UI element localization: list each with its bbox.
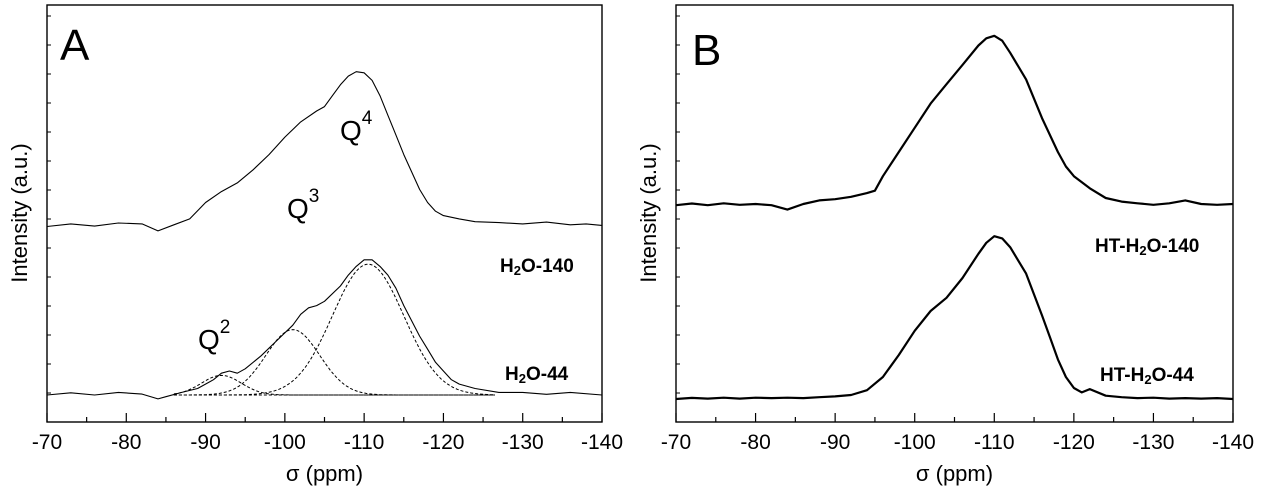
panel-b-x-axis-title: σ (ppm) [916,461,993,486]
panel-letter-a: A [60,21,90,70]
panel-a-y-axis-title: Intensity (a.u.) [7,143,32,282]
panel-a-ticks [46,15,603,422]
panel-letter-b: B [692,26,721,75]
x-tick-label: -110 [974,431,1014,454]
panel-a: -70 -80 -90 -100 -110 -120 -130 -140 A σ (ppm) … [7,4,623,486]
series-line [46,259,603,400]
x-tick-label: -130 [1132,431,1174,454]
x-tick-label: -130 [502,431,544,454]
x-tick-label: -90 [820,431,850,454]
q3-label: Q3 [287,186,319,224]
series-line [675,235,1234,401]
panel-b-curves [675,34,1234,401]
x-tick-label: -120 [422,431,464,454]
x-tick-label: -140 [581,431,623,454]
x-tick-label: -120 [1053,431,1095,454]
x-tick-label: -80 [111,431,141,454]
panel-a-x-axis-title: σ (ppm) [286,461,363,486]
x-tick-label: -140 [1212,431,1254,454]
panel-a-curves [46,71,603,400]
series-label-ht-h2o-140: HT-H2O-140 [1095,236,1199,258]
fit-component-q2 [173,374,495,396]
fit-component-q4 [173,263,496,396]
series-line [46,71,603,232]
panel-a-frame [46,4,603,423]
panel-b-y-axis-title: Intensity (a.u.) [636,143,661,282]
series-label-h2o-140: H2O-140 [500,256,574,278]
q2-label: Q2 [198,317,230,355]
x-tick-label: -90 [190,431,220,454]
x-tick-label: -80 [740,431,770,454]
panel-a-tick-labels: -70 -80 -90 -100 -110 -120 -130 -140 [32,431,623,454]
panel-b-tick-labels: -70 -80 -90 -100 -110 -120 -130 -140 [661,431,1254,454]
series-label-ht-h2o-44: HT-H2O-44 [1100,365,1194,387]
series-line [675,34,1234,211]
x-tick-label: -100 [894,431,936,454]
panel-b-ticks [675,15,1234,422]
series-label-h2o-44: H2O-44 [505,364,569,386]
panel-b-frame [675,4,1234,423]
q4-label: Q4 [340,108,373,146]
x-tick-label: -110 [344,431,384,454]
x-tick-label: -70 [32,431,62,454]
panel-b: -70 -80 -90 -100 -110 -120 -130 -140 B σ (ppm) … [636,4,1254,486]
x-tick-label: -70 [661,431,691,454]
x-tick-label: -100 [264,431,306,454]
fit-component-q3 [173,329,495,396]
